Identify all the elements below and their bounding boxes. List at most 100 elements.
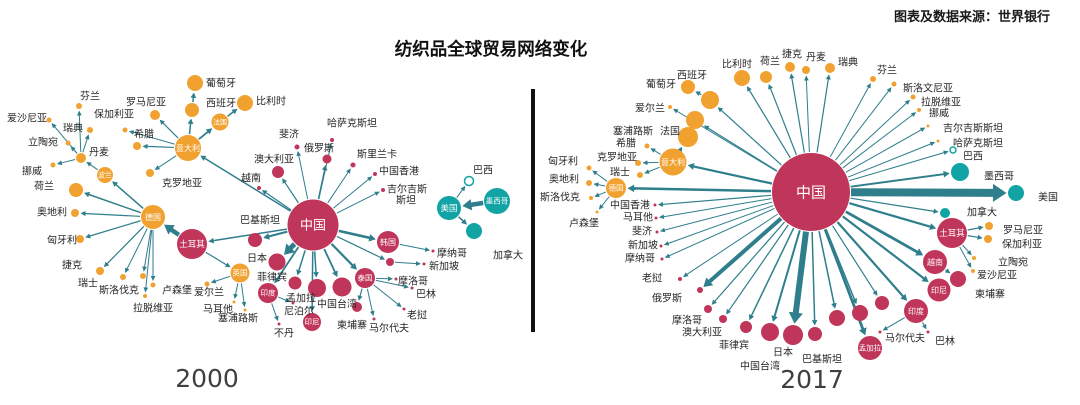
label-2017-bh: 巴林 xyxy=(935,335,955,348)
arrowhead-2000-cn-kg xyxy=(374,191,380,196)
edge-2017-cn-be xyxy=(748,89,791,159)
node-2017-it xyxy=(659,148,687,176)
edge-2000-it-hr xyxy=(157,155,177,169)
label-2000-cz: 捷克 xyxy=(62,259,82,272)
node-2017-mc xyxy=(660,257,664,261)
label-2017-kh: 柬埔寨 xyxy=(975,288,1005,301)
node-2000-at xyxy=(71,209,79,217)
edge-2017-cn-la xyxy=(685,213,778,276)
arrowhead-2000-uk-ie xyxy=(210,278,217,284)
edge-2000-cn-th xyxy=(330,243,355,267)
edge-2000-cn-sgd xyxy=(336,235,382,259)
arrowhead-2017-de-lu xyxy=(598,204,604,210)
nodes-2017 xyxy=(586,62,1024,360)
node-2000-no xyxy=(50,162,56,168)
arrowhead-2000-cn-fj xyxy=(296,150,302,157)
node-2017-pt xyxy=(681,80,695,94)
label-2017-ee: 爱沙尼亚 xyxy=(977,269,1017,282)
label-2017-cz: 捷克 xyxy=(782,48,802,61)
label-2000-np: 尼泊尔 xyxy=(284,305,314,318)
node-2017-lv xyxy=(910,94,916,100)
arrowhead-2000-de-cz xyxy=(103,261,110,268)
edge-2017-cn-tw xyxy=(773,230,801,318)
label-2017-ma: 摩洛哥 xyxy=(672,314,702,327)
arrowhead-2000-th-mv xyxy=(369,310,375,317)
edge-2017-cn-ma xyxy=(713,221,786,303)
arrowhead-2000-dk-fi xyxy=(77,110,82,116)
edge-2017-cn-u1 xyxy=(832,225,876,293)
edge-2000-it-bg xyxy=(132,131,175,145)
label-2017-bg: 保加利亚 xyxy=(1002,238,1042,251)
node-2000-bh xyxy=(410,286,414,290)
edge-2017-cn-fj xyxy=(663,201,773,231)
node-2000-fj xyxy=(294,144,300,150)
arrowhead-2017-cn-tr xyxy=(929,223,937,230)
edge-2017-cn-pk xyxy=(811,231,816,322)
node-label-2017-tr: 土耳其 xyxy=(939,228,965,239)
arrowhead-2017-cn-la xyxy=(682,272,689,278)
edge-2017-tr-bg xyxy=(967,235,979,239)
label-2000-lk: 斯里兰卡 xyxy=(357,148,397,161)
arrowhead-2000-cn-pk xyxy=(263,233,270,240)
label-2017-us: 美国 xyxy=(1038,191,1058,204)
label-2000-es: 西班牙 xyxy=(206,98,236,110)
arrowhead-2017-it-gr xyxy=(650,148,656,153)
edge-2000-tr-de xyxy=(169,227,181,237)
edge-2000-cn-lk xyxy=(327,171,349,204)
arrowhead-2017-cn-nl xyxy=(768,83,773,90)
label-2000-be: 比利时 xyxy=(256,96,286,108)
label-2017-se: 瑞典 xyxy=(838,56,858,69)
node-2000-ro xyxy=(150,110,160,120)
label-2017-es: 西班牙 xyxy=(677,70,707,82)
arrowhead-2000-us-ca xyxy=(461,218,468,225)
node-2000-lv xyxy=(143,294,147,298)
arrowhead-2000-cn-vn xyxy=(261,189,268,195)
arrowhead-2000-th-kh xyxy=(357,295,363,301)
node-2000-sgd xyxy=(386,258,394,266)
label-2000-bt: 不丹 xyxy=(274,328,294,340)
arrowhead-2000-tr-de xyxy=(164,224,175,235)
edge-2000-cn-fj xyxy=(298,154,309,200)
label-2000-jp: 日本 xyxy=(247,252,267,265)
node-2017-ro xyxy=(985,222,993,230)
edge-2000-kr-mc xyxy=(399,243,427,251)
node-2000-au xyxy=(272,166,284,178)
arrowhead-2017-cn-kz xyxy=(929,141,936,147)
label-2017-kg: 吉尔吉斯斯坦 xyxy=(943,122,1003,135)
arrowhead-2000-dk-no xyxy=(56,160,63,166)
edge-2017-cn-nl xyxy=(769,87,797,155)
label-2017-pt: 葡萄牙 xyxy=(646,78,676,91)
node-2000-id xyxy=(303,313,321,331)
edge-2000-de-nl xyxy=(87,193,141,214)
node-2017-ie xyxy=(668,105,672,109)
arrowhead-2017-cn-se xyxy=(825,74,831,80)
label-2000-lu: 卢森堡 xyxy=(162,284,192,297)
label-2017-no: 挪威 xyxy=(929,107,949,120)
node-2000-sk xyxy=(140,273,146,279)
arrowhead-2000-cn-sgd xyxy=(379,255,386,260)
label-2017-at: 奥地利 xyxy=(549,173,579,186)
edge-2017-cn-es xyxy=(720,109,782,166)
node-2000-es xyxy=(185,103,199,117)
edge-2017-cn-jp xyxy=(792,231,809,315)
node-2000-jp xyxy=(268,253,286,271)
node-2000-pk xyxy=(248,233,262,247)
label-2017-au: 澳大利亚 xyxy=(682,326,722,339)
arrowhead-2017-cn-jp xyxy=(788,311,803,324)
label-2017-gr: 希腊 xyxy=(616,137,636,150)
node-2017-mv xyxy=(878,330,882,334)
arrowhead-2017-cn-sg xyxy=(663,241,670,246)
label-2000-kg: 吉尔吉斯 xyxy=(387,183,427,196)
label-2000-au: 澳大利亚 xyxy=(254,153,294,166)
node-2017-tr xyxy=(937,218,967,248)
label-2000-ro: 罗马尼亚 xyxy=(126,97,166,109)
arrowhead-2017-cn-si xyxy=(886,87,892,93)
edge-2000-it-es xyxy=(188,122,192,135)
node-2000-se xyxy=(87,127,93,133)
node-2000-mv xyxy=(372,317,376,321)
label-2000-hu: 匈牙利 xyxy=(47,234,77,247)
node-2000-mx xyxy=(484,188,510,214)
